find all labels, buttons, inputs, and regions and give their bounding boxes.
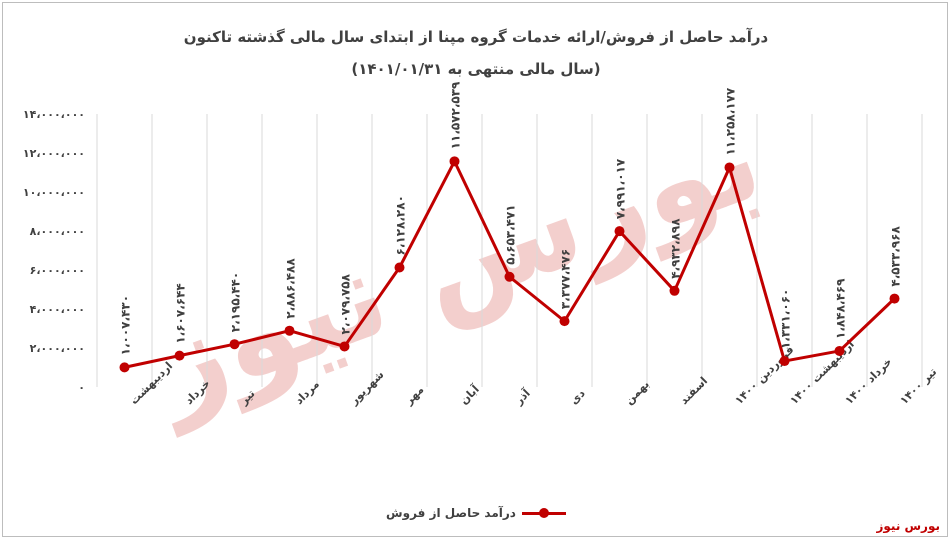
data-label: ۱،۶۰۷،۶۴۴ [174,283,188,343]
y-tick-label: ۶،۰۰۰،۰۰۰ [30,264,85,277]
y-tick-label: ۱۲،۰۰۰،۰۰۰ [23,147,85,160]
y-tick-label: ۰ [78,381,85,394]
data-label: ۱۱،۵۷۲،۵۳۹ [449,81,463,149]
data-label: ۲،۸۸۶،۴۸۸ [284,258,298,319]
x-tick-label: خرداد ۱۴۰۰ [842,355,894,407]
x-tick-label: تیر ۱۴۰۰ [897,365,939,407]
data-label: ۲،۱۹۵،۴۴۰ [229,272,243,332]
x-tick-label: اسفند [677,374,710,407]
data-point [724,162,735,173]
data-label: ۷،۹۹۱،۰۱۷ [614,158,628,219]
source-label: بورس نیوز [876,519,940,533]
x-tick-label: مهر [402,383,427,408]
x-tick-label: آبان [457,382,482,407]
data-label: ۴،۹۳۲،۸۹۸ [669,218,683,279]
x-tick-label: آذر [511,386,533,408]
legend: درآمد حاصل از فروش [0,506,952,523]
y-tick-label: ۴،۰۰۰،۰۰۰ [30,303,85,316]
data-point [394,262,405,273]
y-tick-label: ۱۴،۰۰۰،۰۰۰ [23,108,85,121]
data-point [339,341,350,352]
data-point [449,156,460,167]
data-point [559,316,570,327]
data-point [834,345,845,356]
x-tick-label: شهریور [347,368,387,408]
data-label: ۶،۱۲۸،۲۸۰ [394,195,408,255]
data-label: ۱،۰۰۷،۴۳۰ [119,295,133,355]
data-point [504,271,515,282]
data-point [119,362,130,373]
data-label: ۳،۳۷۷،۴۷۶ [559,249,573,309]
chart-title: درآمد حاصل از فروش/ارائه خدمات گروه مپنا… [183,28,769,46]
data-label: ۱،۳۳۱،۰۶۰ [779,289,793,349]
data-label: ۵،۶۵۳،۴۷۱ [504,204,518,264]
data-point [614,226,625,237]
y-tick-label: ۸،۰۰۰،۰۰۰ [30,225,85,238]
data-point [174,350,185,361]
legend-label: درآمد حاصل از فروش [386,506,516,520]
y-tick-label: ۱۰،۰۰۰،۰۰۰ [23,186,85,199]
data-label: ۱۱،۲۵۸،۱۷۷ [724,87,738,155]
y-tick-label: ۲،۰۰۰،۰۰۰ [30,342,85,355]
data-point [779,356,790,367]
data-point [284,325,295,336]
data-label: ۲،۰۷۹،۷۵۸ [339,273,353,334]
data-point [669,285,680,296]
x-tick-label: دی [567,387,588,408]
data-point [229,339,240,350]
legend-swatch [521,506,566,520]
data-label: ۴،۵۳۳،۹۶۸ [889,226,903,287]
chart-subtitle: (سال مالی منتهی به ۱۴۰۱/۰۱/۳۱) [351,60,601,78]
data-label: ۱،۸۴۸،۴۶۹ [834,278,848,339]
data-point [889,293,900,304]
